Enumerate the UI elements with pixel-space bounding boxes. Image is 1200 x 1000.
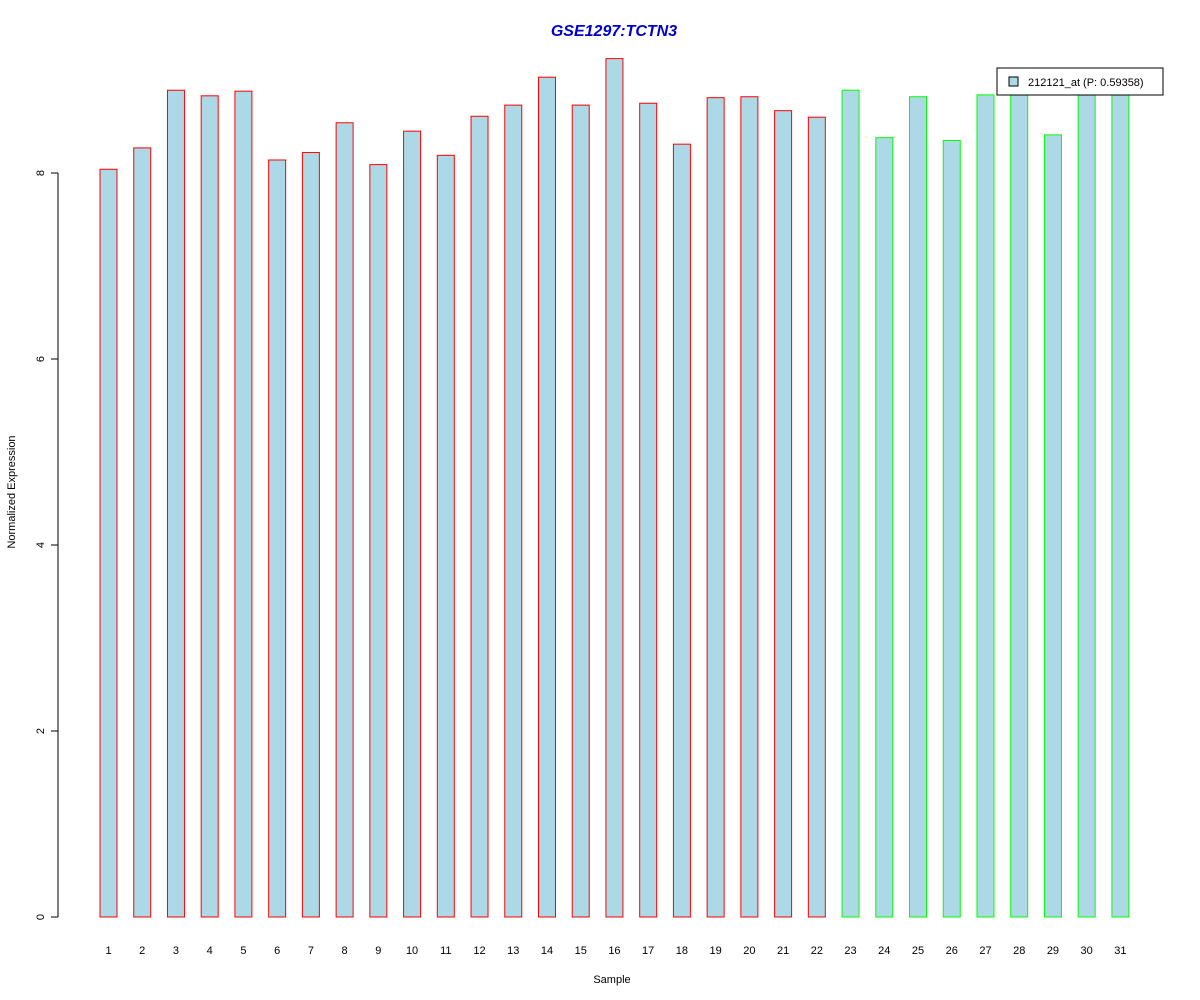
bar-sample-1 <box>99 168 118 918</box>
x-tick-label: 9 <box>375 945 381 957</box>
x-tick-label: 20 <box>743 945 755 957</box>
x-tick-label: 17 <box>642 945 654 957</box>
bar-sample-26 <box>942 139 961 918</box>
x-tick-label: 1 <box>105 945 111 957</box>
bar-sample-14 <box>537 76 556 918</box>
bar-sample-4 <box>200 95 219 918</box>
y-tick-label: 0 <box>35 914 47 920</box>
bar-sample-19 <box>706 97 725 918</box>
y-ticks: 0 2 4 6 8 <box>35 170 58 920</box>
x-tick-label: 16 <box>608 945 620 957</box>
bar-sample-13 <box>504 104 523 918</box>
x-tick-label: 6 <box>274 945 280 957</box>
bar-sample-5 <box>234 90 253 918</box>
chart-title: GSE1297:TCTN3 <box>551 23 677 40</box>
bar-sample-27 <box>976 94 995 918</box>
y-axis-label: Normalized Expression <box>6 435 18 548</box>
legend-box <box>996 67 1164 96</box>
x-tick-label: 29 <box>1047 945 1059 957</box>
bar-sample-30 <box>1077 92 1096 918</box>
bar-sample-31 <box>1111 92 1130 918</box>
bar-sample-16 <box>605 58 624 918</box>
bar-sample-28 <box>1010 92 1029 918</box>
x-tick-label: 12 <box>473 945 485 957</box>
bar-sample-23 <box>841 89 860 918</box>
bar-sample-9 <box>369 164 388 918</box>
x-tick-label: 24 <box>878 945 890 957</box>
y-tick-label: 4 <box>35 542 47 548</box>
x-tick-label: 22 <box>811 945 823 957</box>
bar-sample-21 <box>774 110 793 918</box>
x-tick-labels: 1 2 3 4 5 6 7 8 9 10 11 12 13 14 15 16 17 18 19 20 21 22 23 24 2… <box>105 945 1126 957</box>
bar-sample-12 <box>470 115 489 918</box>
x-tick-label: 5 <box>240 945 246 957</box>
x-tick-label: 26 <box>946 945 958 957</box>
x-tick-label: 3 <box>173 945 179 957</box>
bar-sample-15 <box>571 104 590 918</box>
legend: 212121_at (P: 0.59358) <box>996 67 1164 96</box>
x-tick-label: 14 <box>541 945 553 957</box>
x-tick-label: 7 <box>308 945 314 957</box>
x-tick-label: 10 <box>406 945 418 957</box>
bar-sample-17 <box>639 102 658 918</box>
bar-sample-22 <box>807 116 826 918</box>
legend-label: 212121_at (P: 0.59358) <box>1028 77 1144 89</box>
x-tick-label: 13 <box>507 945 519 957</box>
x-tick-label: 11 <box>440 945 451 957</box>
x-tick-label: 18 <box>676 945 688 957</box>
bar-sample-29 <box>1043 134 1062 918</box>
bar-sample-24 <box>875 137 894 918</box>
x-axis-label: Sample <box>593 974 630 986</box>
bars <box>99 58 1130 918</box>
bar-sample-7 <box>301 152 320 918</box>
x-tick-label: 25 <box>912 945 924 957</box>
y-tick-label: 2 <box>35 728 47 734</box>
legend-swatch <box>1008 76 1019 87</box>
bar-sample-10 <box>403 130 422 918</box>
bar-sample-18 <box>672 143 691 918</box>
bar-sample-20 <box>740 96 759 918</box>
x-tick-label: 19 <box>710 945 722 957</box>
bar-sample-2 <box>133 147 152 918</box>
bar-sample-25 <box>909 96 928 918</box>
bar-sample-11 <box>436 154 455 918</box>
x-tick-label: 2 <box>139 945 145 957</box>
x-tick-label: 15 <box>575 945 587 957</box>
x-tick-label: 28 <box>1013 945 1025 957</box>
x-tick-label: 8 <box>342 945 348 957</box>
x-tick-label: 31 <box>1114 945 1126 957</box>
x-tick-label: 23 <box>844 945 856 957</box>
y-tick-label: 6 <box>35 356 47 362</box>
x-tick-label: 30 <box>1081 945 1093 957</box>
bar-sample-6 <box>268 159 287 918</box>
x-tick-label: 21 <box>777 945 789 957</box>
y-tick-label: 8 <box>35 170 47 176</box>
x-tick-label: 4 <box>207 945 213 957</box>
bar-sample-8 <box>335 122 354 918</box>
x-tick-label: 27 <box>979 945 991 957</box>
bar-sample-3 <box>166 89 185 918</box>
